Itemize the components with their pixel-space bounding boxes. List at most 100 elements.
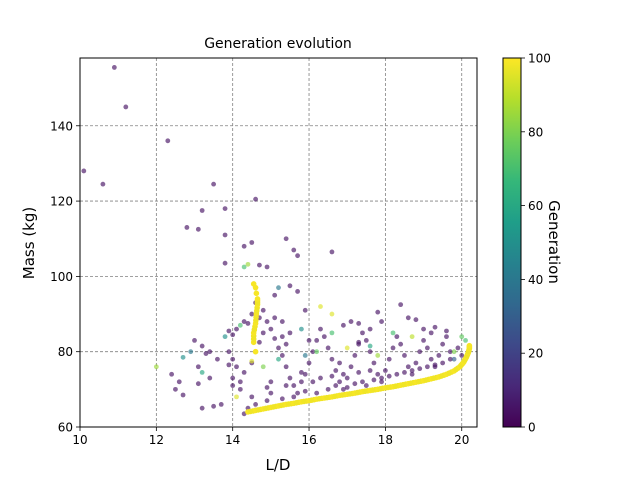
scatter-point bbox=[295, 289, 300, 294]
scatter-point bbox=[398, 302, 404, 308]
scatter-point bbox=[226, 362, 232, 368]
scatter-point bbox=[241, 264, 247, 270]
scatter-point bbox=[306, 360, 312, 366]
scatter-point bbox=[402, 353, 407, 358]
y-axis-label: Mass (kg) bbox=[20, 207, 38, 279]
scatter-point bbox=[257, 262, 262, 268]
scatter-point bbox=[287, 375, 293, 381]
scatter-point bbox=[276, 285, 281, 291]
scatter-point bbox=[318, 304, 323, 309]
scatter-point bbox=[287, 330, 293, 336]
scatter-point bbox=[111, 65, 117, 70]
scatter-point bbox=[241, 370, 247, 375]
scatter-point bbox=[360, 330, 365, 336]
scatter-point bbox=[234, 394, 239, 400]
scatter-point bbox=[234, 326, 239, 332]
scatter-point bbox=[363, 337, 369, 343]
scatter-point bbox=[230, 356, 236, 362]
scatter-point bbox=[394, 334, 400, 340]
scatter-point bbox=[432, 324, 438, 330]
scatter-point bbox=[329, 311, 335, 317]
chart-title: Generation evolution bbox=[204, 36, 352, 52]
scatter-point bbox=[325, 345, 331, 351]
scatter-point bbox=[253, 402, 258, 407]
scatter-point bbox=[199, 405, 205, 411]
scatter-point bbox=[279, 334, 285, 340]
x-axis-ticks: 10 12 14 16 18 20 bbox=[72, 427, 469, 447]
scatter-point bbox=[444, 334, 449, 340]
scatter-point bbox=[173, 386, 178, 392]
scatter-point bbox=[340, 322, 346, 328]
front-point bbox=[250, 281, 257, 287]
scatter-point bbox=[432, 362, 438, 368]
scatter-point bbox=[363, 383, 369, 388]
scatter-point bbox=[199, 208, 205, 213]
scatter-point bbox=[283, 236, 289, 242]
scatter-point bbox=[299, 379, 304, 385]
scatter-point bbox=[440, 341, 446, 347]
colorbar-tick-label: 60 bbox=[528, 199, 543, 213]
scatter-point bbox=[314, 390, 320, 396]
scatter-point bbox=[310, 349, 316, 355]
scatter-point bbox=[409, 368, 415, 373]
scatter-point bbox=[249, 358, 255, 364]
scatter-point bbox=[451, 349, 457, 355]
scatter-point bbox=[272, 315, 278, 321]
scatter-point bbox=[241, 243, 247, 249]
scatter-point bbox=[360, 379, 365, 385]
scatter-point bbox=[348, 364, 354, 370]
scatter-point bbox=[329, 373, 335, 379]
scatter-point bbox=[413, 360, 419, 366]
scatter-point bbox=[428, 330, 434, 336]
colorbar-tick-label: 0 bbox=[528, 421, 536, 435]
scatter-point bbox=[268, 326, 274, 332]
scatter-point bbox=[390, 330, 396, 336]
scatter-point bbox=[249, 394, 255, 400]
plot-frame bbox=[79, 57, 478, 428]
scatter-point bbox=[348, 319, 354, 324]
scatter-point bbox=[268, 390, 274, 396]
scatter-point bbox=[302, 388, 308, 394]
scatter-point bbox=[314, 349, 320, 355]
scatter-point bbox=[325, 386, 331, 392]
scatter-point bbox=[409, 334, 415, 340]
converged-front bbox=[245, 281, 473, 415]
scatter-point bbox=[386, 373, 392, 379]
scatter-point bbox=[455, 345, 461, 351]
scatter-point bbox=[195, 364, 201, 370]
scatter-point bbox=[299, 326, 304, 332]
scatter-point bbox=[222, 206, 228, 212]
scatter-point bbox=[371, 360, 377, 366]
colorbar-tick-label: 100 bbox=[528, 52, 551, 66]
front-point bbox=[253, 290, 260, 297]
scatter-point bbox=[459, 334, 465, 340]
scatter-point bbox=[302, 371, 308, 377]
scatter-point bbox=[207, 349, 213, 355]
scatter-point bbox=[199, 343, 205, 349]
scatter-point bbox=[405, 315, 411, 321]
scatter-point bbox=[222, 334, 228, 340]
scatter-point bbox=[279, 353, 285, 358]
scatter-point bbox=[81, 168, 87, 174]
scatter-point bbox=[421, 337, 426, 343]
scatter-point bbox=[459, 353, 465, 358]
scatter-point bbox=[367, 349, 373, 355]
scatter-point bbox=[165, 138, 171, 144]
scatter-point bbox=[257, 339, 262, 345]
y-axis-ticks: 60 80 100 120 140 bbox=[50, 119, 80, 435]
scatter-point bbox=[184, 225, 190, 230]
x-tick-label: 18 bbox=[378, 433, 393, 447]
scatter-point bbox=[123, 104, 129, 110]
scatter-point bbox=[447, 349, 453, 355]
colorbar-tick-label: 20 bbox=[528, 347, 543, 361]
scatter-point bbox=[169, 371, 175, 377]
colorbar-tick-label: 40 bbox=[528, 273, 543, 287]
scatter-point bbox=[211, 403, 217, 409]
scatter-point bbox=[276, 345, 281, 351]
scatter-point bbox=[424, 364, 430, 370]
scatter-point bbox=[230, 332, 236, 338]
colorbar bbox=[502, 57, 522, 428]
scatter-point bbox=[413, 317, 419, 323]
scatter-point bbox=[241, 319, 247, 324]
scatter-point bbox=[195, 226, 201, 232]
